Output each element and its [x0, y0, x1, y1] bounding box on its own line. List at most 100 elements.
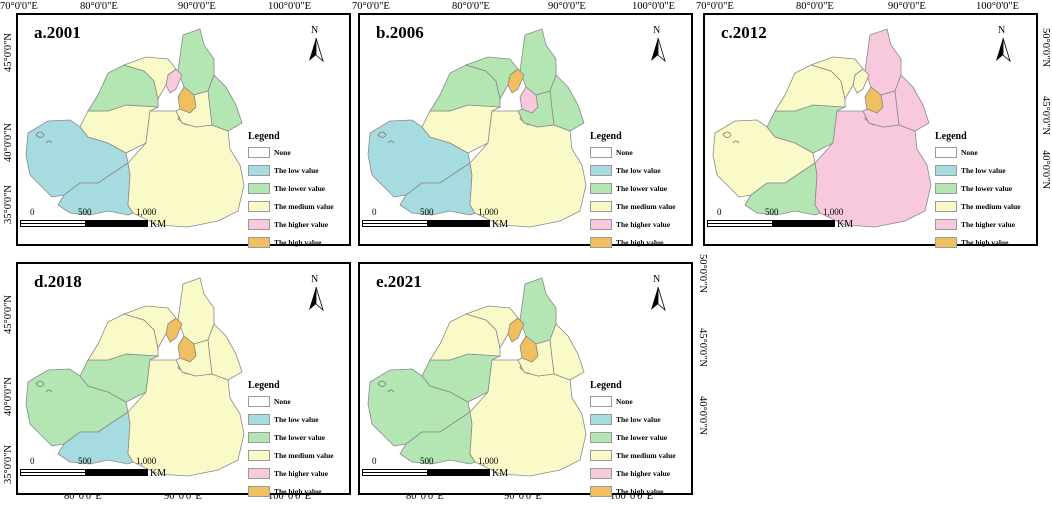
legend-item-high: The high value	[248, 484, 348, 498]
legend-item-higher: The higher value	[590, 466, 690, 480]
legend-item-medium: The medium value	[248, 199, 348, 213]
coord-top-70e-b: 70°0'0"E	[352, 1, 390, 12]
legend-item-lower: The lower value	[590, 430, 690, 444]
north-label: N	[653, 25, 661, 36]
north-arrow-icon	[651, 286, 666, 312]
region-sw	[399, 162, 476, 216]
region-n	[519, 277, 557, 345]
lake-outline	[377, 131, 395, 144]
legend-item-higher: The higher value	[935, 217, 1035, 231]
scale-bar-graphic	[362, 469, 490, 476]
legend-label: The low value	[961, 165, 1006, 175]
north-label: N	[653, 274, 661, 285]
legend-label: The medium value	[616, 201, 676, 211]
legend-swatch	[248, 449, 270, 461]
region-n	[177, 28, 215, 96]
coord-bottom-100e-d: 100°0'0"E	[268, 491, 312, 502]
legend-swatch	[590, 485, 612, 497]
legend-swatch	[590, 431, 612, 443]
north-label: N	[998, 25, 1006, 36]
legend-swatch	[248, 431, 270, 443]
north-arrow: N	[992, 25, 1014, 63]
scale-tick-1000: 1,000	[136, 207, 157, 217]
legend-title: Legend	[935, 131, 967, 142]
legend-item-high: The high value	[590, 484, 690, 498]
map-legend: Legend None The low value The lower value Th…	[248, 380, 348, 502]
map-panel-c: c.2012 N Legend None The low value The lower …	[703, 13, 1038, 248]
legend-item-medium: The medium value	[590, 448, 690, 462]
region-east	[175, 90, 213, 128]
region-sw	[57, 411, 134, 465]
map-panel-a: a.2001 N Legend None The low value The lower …	[16, 13, 351, 248]
legend-swatch	[590, 218, 612, 230]
coord-top-100e-c: 100°0'0"E	[976, 1, 1020, 12]
legend-swatch	[935, 236, 957, 248]
region-sw	[57, 162, 134, 216]
map-svg-b	[367, 28, 587, 228]
coord-top-70e-c: 70°0'0"E	[696, 1, 734, 12]
coord-right-50n-c: 50°0'0"N	[1040, 28, 1051, 67]
region-sw	[399, 411, 476, 465]
scale-tick-1000: 1,000	[823, 207, 844, 217]
legend-swatch	[935, 218, 957, 230]
map-legend: Legend None The low value The lower value Th…	[248, 131, 348, 253]
coord-right-45n-e: 45°0'0"N	[697, 328, 708, 367]
scale-unit: KM	[492, 468, 509, 479]
legend-item-higher: The higher value	[248, 217, 348, 231]
scale-tick-0: 0	[30, 207, 35, 217]
legend-item-none: None	[590, 145, 690, 159]
coord-left-40n-a: 40°0'0"N	[3, 123, 14, 162]
legend-swatch	[935, 182, 957, 194]
scale-bar-graphic	[362, 220, 490, 227]
legend-item-low: The low value	[248, 412, 348, 426]
legend-label: The medium value	[616, 450, 676, 460]
legend-label: The medium value	[274, 201, 334, 211]
region-east	[175, 339, 213, 377]
legend-label: The medium value	[274, 450, 334, 460]
legend-label: The higher value	[616, 219, 671, 229]
scale-bar: 0 500 1,000 KM	[707, 207, 857, 235]
lake-outline	[722, 131, 740, 144]
legend-item-medium: The medium value	[935, 199, 1035, 213]
coord-bottom-80e-d: 80°0'0"E	[64, 491, 102, 502]
scale-unit: KM	[837, 219, 854, 230]
coord-top-80e-a: 80°0'0"E	[80, 1, 118, 12]
north-arrow: N	[647, 274, 669, 312]
legend-title: Legend	[248, 380, 280, 391]
legend-swatch	[590, 164, 612, 176]
legend-title: Legend	[248, 131, 280, 142]
scale-bar-graphic	[707, 220, 835, 227]
panel-title: b.2006	[376, 23, 424, 42]
legend-item-high: The high value	[590, 235, 690, 249]
legend-label: The lower value	[616, 183, 668, 193]
coord-top-100e-a: 100°0'0"E	[268, 1, 312, 12]
map-legend: Legend None The low value The lower value Th…	[935, 131, 1035, 253]
region-sw	[744, 162, 821, 216]
scale-tick-500: 500	[420, 456, 434, 466]
legend-label: The medium value	[961, 201, 1021, 211]
region-east	[517, 339, 555, 377]
north-arrow: N	[647, 25, 669, 63]
legend-label: The lower value	[616, 432, 668, 442]
coord-left-35n-d: 35°0'0"N	[3, 445, 14, 484]
scale-tick-500: 500	[420, 207, 434, 217]
north-arrow-icon	[309, 286, 324, 312]
north-arrow-icon	[651, 37, 666, 63]
region-ne	[549, 323, 585, 381]
legend-swatch	[248, 182, 270, 194]
map-legend: Legend None The low value The lower value Th…	[590, 131, 690, 253]
legend-label: None	[616, 147, 633, 157]
coord-top-90e-b: 90°0'0"E	[548, 1, 586, 12]
legend-swatch	[590, 200, 612, 212]
legend-item-medium: The medium value	[248, 448, 348, 462]
coord-bottom-80e-e: 80°0'0"E	[406, 491, 444, 502]
scale-tick-1000: 1,000	[478, 456, 499, 466]
legend-item-low: The low value	[248, 163, 348, 177]
legend-swatch	[248, 467, 270, 479]
region-n	[864, 28, 902, 96]
coord-top-80e-b: 80°0'0"E	[452, 1, 490, 12]
legend-item-higher: The higher value	[590, 217, 690, 231]
legend-label: The high value	[274, 237, 322, 247]
legend-swatch	[590, 236, 612, 248]
legend-swatch	[590, 467, 612, 479]
